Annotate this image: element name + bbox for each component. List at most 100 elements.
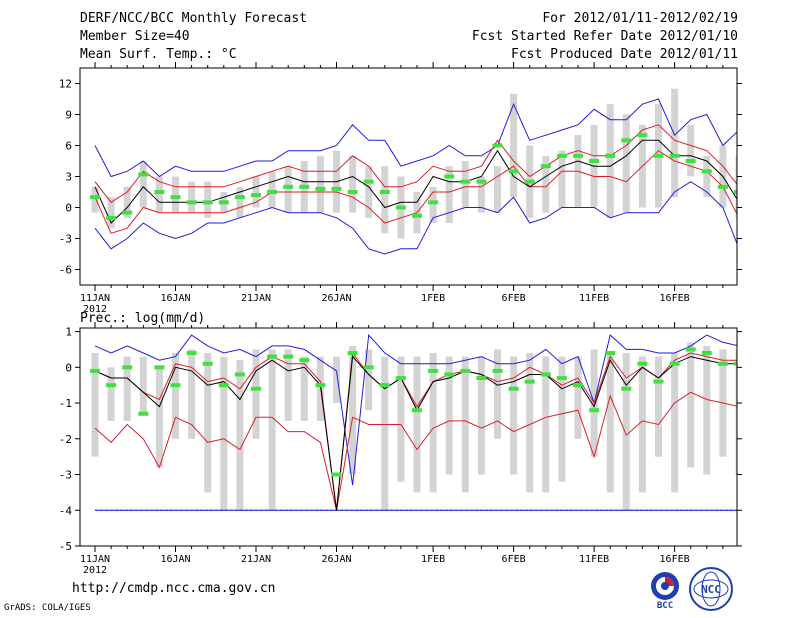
website-url[interactable]: http://cmdp.ncc.cma.gov.cn: [72, 581, 276, 596]
observation-marker: [186, 351, 197, 356]
forecast-start-date: Fcst Started Refer Date 2012/01/10: [471, 29, 738, 44]
spread-box: [461, 161, 469, 208]
observation-marker: [154, 190, 165, 194]
observation-marker: [122, 210, 133, 215]
x-tick-label: 21JAN: [241, 293, 271, 304]
observation-marker: [556, 153, 567, 158]
observation-marker: [218, 383, 229, 388]
spread-box: [284, 166, 292, 213]
spread-box: [123, 356, 131, 421]
x-tick-label: 1FEB: [421, 293, 445, 304]
precip-label: Prec.: log(mm/d): [80, 311, 206, 326]
spread-box: [172, 176, 179, 213]
spread-box: [349, 155, 357, 213]
y-tick-label: 3: [65, 171, 72, 184]
spread-box: [107, 367, 115, 421]
observation-marker: [283, 184, 294, 189]
forecast-produced-date: Fcst Produced Date 2012/01/11: [511, 47, 738, 62]
observation-marker: [701, 351, 712, 356]
spread-box: [139, 161, 147, 208]
spread-box: [542, 356, 550, 493]
spread-box: [542, 155, 550, 213]
observation-marker: [444, 372, 455, 377]
spread-box: [204, 181, 212, 218]
y-tick-label: -2: [59, 433, 72, 446]
observation-marker: [605, 351, 616, 356]
observation-marker: [428, 368, 439, 373]
y-tick-label: -3: [59, 233, 72, 246]
y-tick-label: -6: [59, 264, 72, 277]
observation-marker: [573, 153, 583, 158]
y-tick-label: 0: [65, 361, 72, 374]
spread-box: [123, 186, 131, 218]
x-tick-label: 16FEB: [660, 554, 690, 565]
spread-box: [768, 349, 775, 474]
y-tick-label: -5: [59, 540, 72, 553]
spread-box: [349, 345, 357, 475]
spread-box: [606, 353, 614, 493]
observation-marker: [734, 361, 737, 366]
spread-box: [429, 186, 437, 223]
spread-box: [188, 181, 196, 213]
spread-box: [558, 356, 566, 482]
spread-box: [333, 356, 340, 404]
observation-marker: [331, 472, 342, 477]
observation-marker: [395, 205, 406, 210]
y-tick-label: -4: [59, 504, 73, 517]
spread-box: [671, 353, 679, 493]
spread-box: [735, 155, 737, 218]
spread-box: [268, 171, 276, 208]
x-tick-label: 26JAN: [321, 554, 351, 565]
variable-label: Mean Surf. Temp.: °C: [80, 47, 237, 62]
x-tick-label: 11FEB: [579, 293, 609, 304]
y-tick-label: 6: [65, 140, 72, 153]
spread-box: [252, 349, 260, 439]
observation-marker: [347, 190, 358, 194]
plot-area: [90, 333, 775, 511]
ncc-logo-text: NCC: [701, 583, 721, 596]
observation-marker: [476, 376, 487, 381]
grads-credit: GrADS: COLA/IGES: [4, 603, 91, 613]
spread-box: [155, 367, 163, 468]
spread-box: [510, 356, 518, 475]
spread-box: [139, 356, 147, 414]
plot-area: [90, 88, 737, 255]
x-tick-label: 11JAN: [80, 293, 110, 304]
observation-marker: [508, 169, 519, 174]
observation-marker: [637, 133, 648, 138]
observation-marker: [621, 386, 632, 391]
spread-box: [91, 353, 99, 457]
observation-marker: [138, 172, 149, 177]
spread-box: [574, 356, 582, 439]
y-tick-label: 9: [65, 109, 72, 122]
observation-marker: [653, 379, 664, 384]
spread-box: [236, 186, 244, 218]
observation-marker: [234, 372, 245, 377]
spread-box: [397, 356, 405, 482]
forecast-period: For 2012/01/11-2012/02/19: [542, 11, 738, 26]
x-tick-label: 6FEB: [502, 554, 526, 565]
observation-marker: [90, 195, 100, 200]
observation-marker: [444, 174, 455, 179]
spread-box: [477, 356, 485, 475]
spread-box: [494, 166, 501, 213]
observation-marker: [202, 200, 213, 205]
spread-box: [381, 166, 389, 234]
y-tick-label: 12: [59, 78, 72, 91]
observation-marker: [460, 368, 471, 373]
plot-frame: [79, 327, 738, 547]
spread-box: [188, 349, 196, 439]
observation-marker: [315, 383, 326, 388]
lower-sd-line: [94, 150, 737, 234]
x-tick-label: 21JAN: [241, 554, 271, 565]
observation-marker: [283, 354, 294, 359]
observation-marker: [540, 164, 551, 169]
observation-marker: [637, 361, 648, 366]
x-tick-label: 16FEB: [660, 293, 690, 304]
spread-box: [735, 349, 737, 475]
spread-box: [606, 104, 614, 218]
observation-marker: [524, 379, 535, 384]
observation-marker: [556, 376, 567, 381]
observation-marker: [138, 411, 149, 416]
spread-box: [155, 176, 163, 213]
